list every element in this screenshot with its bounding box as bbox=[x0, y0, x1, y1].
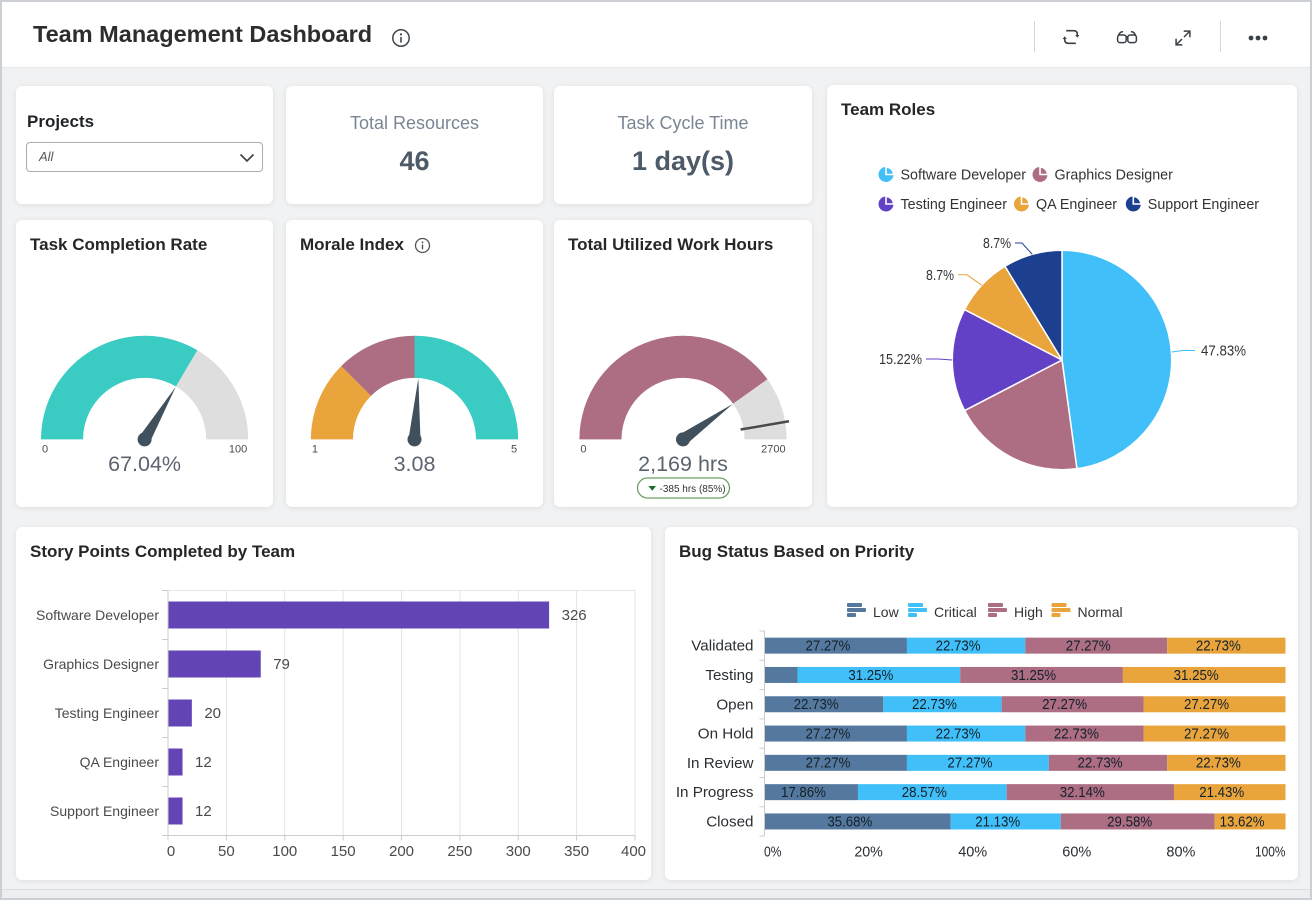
svg-text:0: 0 bbox=[167, 843, 175, 860]
svg-text:12: 12 bbox=[195, 803, 212, 820]
svg-text:Graphics Designer: Graphics Designer bbox=[1055, 168, 1174, 184]
svg-text:Critical: Critical bbox=[934, 604, 977, 620]
svg-text:5: 5 bbox=[511, 444, 517, 456]
svg-text:100: 100 bbox=[272, 843, 297, 860]
svg-text:250: 250 bbox=[447, 843, 472, 860]
svg-text:Closed: Closed bbox=[706, 813, 753, 830]
svg-text:31.25%: 31.25% bbox=[848, 668, 893, 684]
svg-text:0%: 0% bbox=[764, 844, 782, 861]
svg-text:27.27%: 27.27% bbox=[1184, 726, 1229, 742]
svg-text:Support Engineer: Support Engineer bbox=[50, 803, 159, 819]
svg-text:79: 79 bbox=[273, 656, 290, 673]
svg-text:Software Developer: Software Developer bbox=[901, 168, 1027, 184]
svg-text:22.73%: 22.73% bbox=[794, 697, 839, 713]
svg-text:Testing Engineer: Testing Engineer bbox=[901, 197, 1008, 213]
svg-text:31.25%: 31.25% bbox=[1011, 668, 1056, 684]
svg-text:High: High bbox=[1014, 604, 1043, 620]
svg-text:13.62%: 13.62% bbox=[1220, 814, 1265, 830]
svg-text:22.73%: 22.73% bbox=[936, 726, 981, 742]
svg-text:2,169 hrs: 2,169 hrs bbox=[638, 452, 728, 476]
svg-text:29.58%: 29.58% bbox=[1107, 814, 1152, 830]
svg-text:Normal: Normal bbox=[1078, 604, 1123, 620]
svg-text:3.08: 3.08 bbox=[394, 452, 436, 476]
svg-text:20%: 20% bbox=[854, 844, 883, 861]
svg-text:80%: 80% bbox=[1166, 844, 1195, 861]
svg-text:100%: 100% bbox=[1255, 844, 1286, 861]
svg-text:Support Engineer: Support Engineer bbox=[1148, 197, 1260, 213]
svg-text:22.73%: 22.73% bbox=[936, 638, 981, 654]
svg-text:On Hold: On Hold bbox=[698, 726, 754, 743]
svg-text:21.13%: 21.13% bbox=[975, 814, 1020, 830]
svg-text:20: 20 bbox=[204, 705, 221, 722]
svg-text:In Review: In Review bbox=[687, 755, 754, 772]
svg-text:27.27%: 27.27% bbox=[947, 756, 992, 772]
svg-text:60%: 60% bbox=[1062, 844, 1091, 861]
svg-text:0: 0 bbox=[42, 444, 48, 456]
svg-text:150: 150 bbox=[331, 843, 356, 860]
svg-text:In Progress: In Progress bbox=[676, 784, 754, 801]
svg-text:400: 400 bbox=[621, 843, 646, 860]
svg-text:40%: 40% bbox=[958, 844, 987, 861]
svg-text:8.7%: 8.7% bbox=[926, 268, 954, 284]
svg-text:2700: 2700 bbox=[761, 444, 785, 456]
svg-text:Validated: Validated bbox=[691, 638, 753, 655]
svg-text:Low: Low bbox=[873, 604, 900, 620]
svg-text:Testing: Testing bbox=[705, 667, 753, 684]
svg-text:22.73%: 22.73% bbox=[1196, 756, 1241, 772]
svg-text:35.68%: 35.68% bbox=[827, 814, 872, 830]
svg-text:17.86%: 17.86% bbox=[781, 785, 826, 801]
svg-text:27.27%: 27.27% bbox=[1184, 697, 1229, 713]
svg-text:27.27%: 27.27% bbox=[805, 756, 850, 772]
svg-text:100: 100 bbox=[229, 444, 247, 456]
svg-text:0: 0 bbox=[580, 444, 586, 456]
svg-text:21.43%: 21.43% bbox=[1199, 785, 1244, 801]
svg-text:Open: Open bbox=[716, 696, 753, 713]
svg-text:Software Developer: Software Developer bbox=[36, 607, 159, 623]
svg-text:12: 12 bbox=[195, 754, 212, 771]
svg-text:27.27%: 27.27% bbox=[1066, 638, 1111, 654]
svg-text:22.73%: 22.73% bbox=[1078, 756, 1123, 772]
svg-text:50: 50 bbox=[218, 843, 235, 860]
svg-text:QA Engineer: QA Engineer bbox=[1036, 197, 1117, 213]
svg-text:-385 hrs (85%): -385 hrs (85%) bbox=[660, 484, 726, 495]
svg-text:Testing Engineer: Testing Engineer bbox=[55, 705, 160, 721]
svg-text:32.14%: 32.14% bbox=[1060, 785, 1105, 801]
svg-text:27.27%: 27.27% bbox=[1042, 697, 1087, 713]
svg-text:22.73%: 22.73% bbox=[912, 697, 957, 713]
svg-text:47.83%: 47.83% bbox=[1201, 344, 1246, 360]
svg-text:200: 200 bbox=[389, 843, 414, 860]
svg-text:Graphics Designer: Graphics Designer bbox=[43, 656, 159, 672]
svg-text:22.73%: 22.73% bbox=[1196, 638, 1241, 654]
svg-text:326: 326 bbox=[562, 607, 587, 624]
svg-text:27.27%: 27.27% bbox=[805, 726, 850, 742]
svg-text:31.25%: 31.25% bbox=[1174, 668, 1219, 684]
svg-text:QA Engineer: QA Engineer bbox=[80, 754, 160, 770]
svg-text:27.27%: 27.27% bbox=[805, 638, 850, 654]
svg-text:1: 1 bbox=[312, 444, 318, 456]
svg-text:15.22%: 15.22% bbox=[879, 352, 922, 368]
svg-text:67.04%: 67.04% bbox=[108, 452, 181, 476]
svg-text:8.7%: 8.7% bbox=[983, 236, 1011, 252]
svg-text:22.73%: 22.73% bbox=[1054, 726, 1099, 742]
svg-text:300: 300 bbox=[506, 843, 531, 860]
svg-text:350: 350 bbox=[564, 843, 589, 860]
svg-text:28.57%: 28.57% bbox=[902, 785, 947, 801]
